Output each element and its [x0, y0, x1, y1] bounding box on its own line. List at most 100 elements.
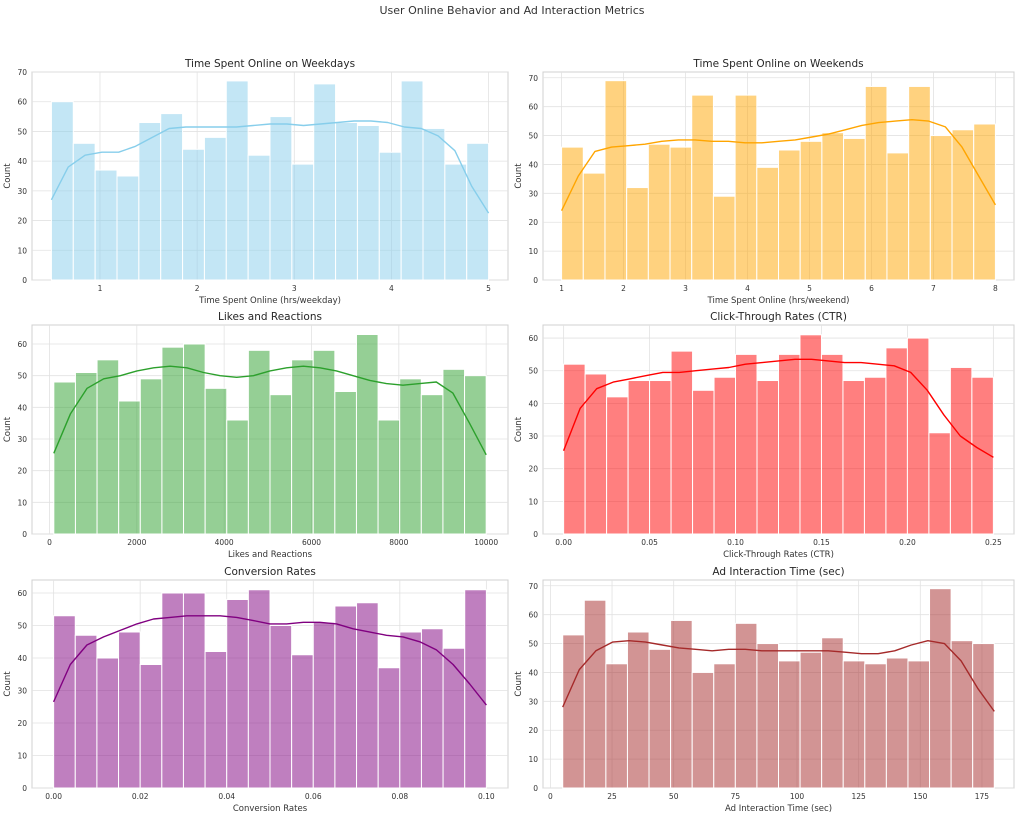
histogram-bar — [799, 334, 822, 535]
x-tick-label: 4 — [745, 284, 750, 293]
histogram-bar — [139, 664, 163, 789]
y-tick-label: 40 — [528, 668, 538, 677]
x-tick-label: 5 — [807, 284, 812, 293]
histogram-bar — [50, 101, 74, 281]
y-axis-label: Count — [3, 163, 13, 189]
histogram-bar — [269, 394, 293, 535]
x-tick-label: 4000 — [215, 538, 234, 547]
y-tick-label: 0 — [22, 530, 27, 539]
histogram-bar — [269, 116, 293, 281]
y-tick-label: 10 — [17, 246, 27, 255]
histogram-bar — [561, 146, 584, 281]
chart-title: Likes and Reactions — [218, 311, 322, 323]
histogram-bar — [886, 152, 910, 281]
histogram-bar — [778, 353, 801, 535]
x-tick-label: 175 — [975, 792, 990, 801]
histogram-bar — [355, 334, 379, 535]
histogram-bar — [756, 380, 779, 535]
histogram-bar — [116, 175, 140, 281]
y-tick-label: 20 — [17, 217, 27, 226]
histogram-bar — [864, 85, 888, 281]
histogram-bar — [799, 651, 823, 789]
histogram-bar — [907, 660, 931, 789]
histogram-bar — [247, 589, 271, 789]
y-tick-label: 50 — [528, 640, 538, 649]
y-tick-label: 10 — [528, 247, 538, 256]
histogram-bar — [756, 643, 780, 789]
histogram-bar — [799, 140, 823, 281]
histogram-bar — [422, 127, 446, 281]
histogram-bar — [420, 394, 444, 535]
panel-conversion-rates: 0.00 0.02 0.04 0.06 0.08 0.10 0 10 20 30 40 50 60 Con… — [3, 566, 509, 814]
x-axis-label: Likes and Reactions — [228, 550, 313, 560]
x-tick-label: 8 — [993, 284, 998, 293]
histogram-bar — [583, 599, 607, 789]
histogram-bar — [356, 124, 380, 281]
histogram-bar — [842, 660, 866, 789]
y-tick-label: 70 — [528, 582, 538, 591]
histogram-bar — [606, 396, 629, 535]
histogram-bar — [649, 380, 672, 535]
kde-line — [562, 358, 994, 458]
histogram-bar — [74, 372, 98, 535]
histogram-bar — [400, 80, 424, 281]
x-tick-label: 0 — [548, 792, 553, 801]
y-tick-label: 20 — [17, 719, 27, 728]
histogram-bar — [94, 169, 118, 281]
x-tick-label: 75 — [731, 792, 741, 801]
y-tick-label: 10 — [17, 752, 27, 761]
histogram-bar — [247, 154, 271, 281]
histogram-bar — [72, 142, 96, 281]
panel-weekend-time: 1 2 3 4 5 6 7 8 0 10 20 30 40 50 60 70 Time Spent Online… — [514, 58, 1015, 306]
x-tick-label: 5 — [486, 284, 491, 293]
y-tick-label: 60 — [528, 103, 538, 112]
x-tick-label: 0.15 — [813, 538, 830, 547]
histogram-bar — [53, 381, 76, 535]
histogram-bar — [928, 432, 951, 535]
histogram-bar — [291, 654, 314, 789]
y-tick-label: 0 — [533, 530, 538, 539]
histogram-bar — [466, 142, 490, 281]
kde-line — [560, 118, 997, 212]
histogram-bar — [118, 400, 141, 535]
histogram-bar — [778, 660, 801, 789]
y-tick-label: 70 — [528, 74, 538, 83]
y-tick-label: 20 — [528, 726, 538, 735]
x-axis-label: Conversion Rates — [233, 804, 308, 814]
chart-title: Time Spent Online on Weekdays — [184, 58, 355, 70]
x-tick-label: 50 — [669, 792, 679, 801]
y-tick-label: 40 — [528, 160, 538, 169]
histogram-bar — [929, 135, 953, 281]
histogram-bar — [842, 380, 865, 535]
histogram-bar — [378, 151, 402, 281]
histogram-bar — [138, 122, 162, 281]
histogram-bar — [713, 376, 737, 535]
chart-title: Conversion Rates — [224, 566, 316, 578]
histogram-bar — [691, 671, 715, 789]
histogram-bar — [74, 634, 98, 789]
histogram-bar — [973, 123, 996, 281]
histogram-bar — [313, 83, 337, 281]
x-tick-label: 1 — [98, 284, 103, 293]
x-tick-label: 0.00 — [555, 538, 572, 547]
histogram-bar — [335, 122, 358, 281]
histogram-bar — [647, 143, 671, 281]
y-tick-label: 30 — [528, 189, 538, 198]
histogram-bar — [204, 387, 228, 535]
y-tick-label: 40 — [17, 157, 27, 166]
y-tick-label: 60 — [17, 340, 27, 349]
histogram-bar — [582, 172, 606, 281]
histogram-bar — [735, 353, 758, 535]
y-tick-label: 20 — [528, 465, 538, 474]
histogram-bar — [972, 643, 995, 789]
x-tick-label: 2000 — [127, 538, 146, 547]
y-tick-label: 60 — [17, 589, 27, 598]
figure-title: User Online Behavior and Ad Interaction … — [380, 4, 645, 17]
y-tick-label: 40 — [17, 403, 27, 412]
y-tick-label: 0 — [22, 276, 27, 285]
histogram-bar — [885, 347, 908, 535]
x-tick-label: 2 — [621, 284, 626, 293]
histogram-bar — [734, 94, 758, 281]
y-axis-label: Count — [3, 671, 13, 697]
y-tick-label: 30 — [17, 687, 27, 696]
